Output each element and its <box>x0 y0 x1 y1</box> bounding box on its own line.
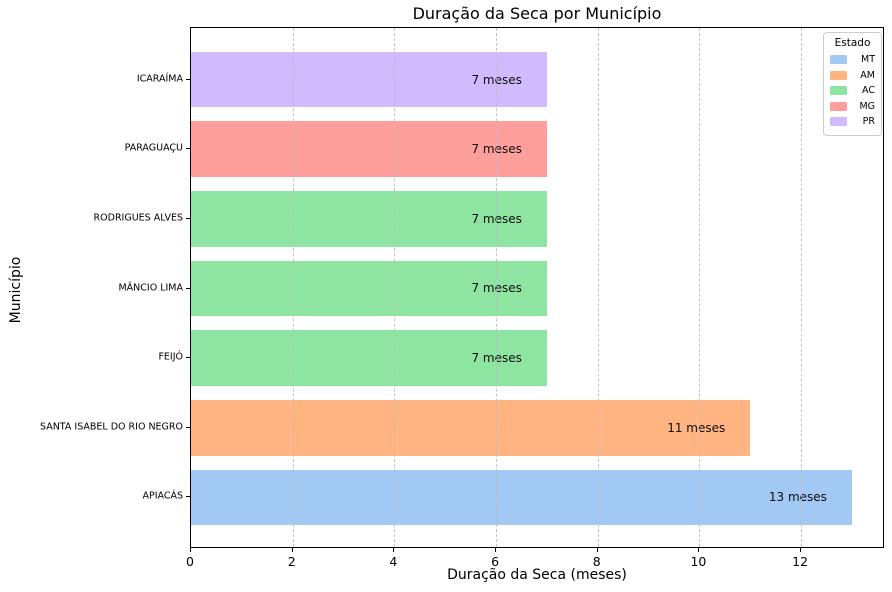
x-tick-mark <box>393 548 395 552</box>
gridline-x-8 <box>597 28 599 547</box>
bar-value-label: 7 meses <box>471 72 522 87</box>
gridline-x-10 <box>699 28 701 547</box>
x-tick-mark <box>698 548 700 552</box>
gridline-x-6 <box>496 28 498 547</box>
legend-entry-label: AC <box>862 85 875 97</box>
gridline-x-4 <box>394 28 396 547</box>
x-tick-label: 12 <box>792 554 809 569</box>
legend-swatch-am <box>830 70 847 80</box>
y-tick-label-municipio: RODRIGUES ALVES <box>93 212 183 224</box>
bar-santa-isabel-do-rio-negro: 11 meses <box>191 399 751 456</box>
y-tick-mark <box>186 496 190 498</box>
x-tick-label: 2 <box>287 554 296 569</box>
legend-entry-mt: MT <box>830 52 875 68</box>
x-tick-mark <box>800 548 802 552</box>
legend-entry-am: AM <box>830 68 875 84</box>
gridline-x-2 <box>292 28 294 547</box>
x-axis-label: Duração da Seca (meses) <box>447 567 627 583</box>
y-tick-mark <box>186 357 190 359</box>
legend-swatch-mt <box>830 55 847 65</box>
legend-swatch-pr <box>830 117 847 127</box>
bar-feijó: 7 meses <box>191 330 547 386</box>
x-tick-label: 10 <box>690 554 707 569</box>
bar-rodrigues-alves: 7 meses <box>191 190 547 247</box>
bar-value-label: 7 meses <box>471 351 522 366</box>
y-tick-label-municipio: FEIJÓ <box>158 351 183 363</box>
bar-apiacás: 13 meses <box>191 469 852 526</box>
x-tick-label: 0 <box>186 554 194 569</box>
x-tick-mark <box>291 548 293 552</box>
y-tick-mark <box>186 148 190 150</box>
chart-title: Duração da Seca por Município <box>412 4 662 23</box>
legend-entry-ac: AC <box>830 83 875 99</box>
y-tick-label-municipio: SANTA ISABEL DO RIO NEGRO <box>40 421 183 433</box>
bar-value-label: 11 meses <box>667 420 726 435</box>
bar-value-label: 7 meses <box>471 211 522 226</box>
y-tick-mark <box>186 78 190 80</box>
y-tick-label-municipio: APIACÁS <box>142 490 183 502</box>
plot-area: 7 meses 7 meses 7 meses 7 meses 7 meses 11 me… <box>190 27 884 548</box>
bar-mâncio-lima: 7 meses <box>191 260 547 317</box>
x-tick-mark <box>596 548 598 552</box>
legend-title: Estado <box>834 37 871 49</box>
legend-entry-label: MT <box>861 54 875 66</box>
bar-icaraíma: 7 meses <box>191 51 547 108</box>
x-tick-mark <box>495 548 497 552</box>
legend-entries: MT AM AC MG PR <box>830 52 875 130</box>
y-tick-label-municipio: MÂNCIO LIMA <box>118 282 183 293</box>
y-tick-mark <box>186 426 190 428</box>
y-tick-label-municipio: PARAGUAÇU <box>124 142 183 154</box>
legend-entry-label: PR <box>862 116 875 128</box>
gridline-x-12 <box>801 28 803 547</box>
legend: Estado MT AM AC MG PR <box>823 32 882 136</box>
y-tick-label-municipio: ICARAÍMA <box>136 73 183 85</box>
x-tick-label: 6 <box>491 554 500 569</box>
bar-value-label: 7 meses <box>471 281 522 296</box>
legend-entry-label: AM <box>860 69 875 81</box>
bar-value-label: 7 meses <box>471 142 522 157</box>
legend-entry-pr: PR <box>830 114 875 130</box>
x-tick-label: 4 <box>389 554 398 569</box>
legend-swatch-ac <box>830 86 847 96</box>
y-tick-mark <box>186 217 190 219</box>
y-tick-mark <box>186 287 190 289</box>
x-tick-label: 8 <box>592 554 601 569</box>
legend-entry-mg: MG <box>830 99 875 115</box>
legend-swatch-mg <box>830 101 847 111</box>
bar-value-label: 13 meses <box>768 490 827 505</box>
x-tick-mark <box>190 548 191 552</box>
legend-entry-label: MG <box>859 100 875 112</box>
bar-paraguaçu: 7 meses <box>191 121 547 178</box>
